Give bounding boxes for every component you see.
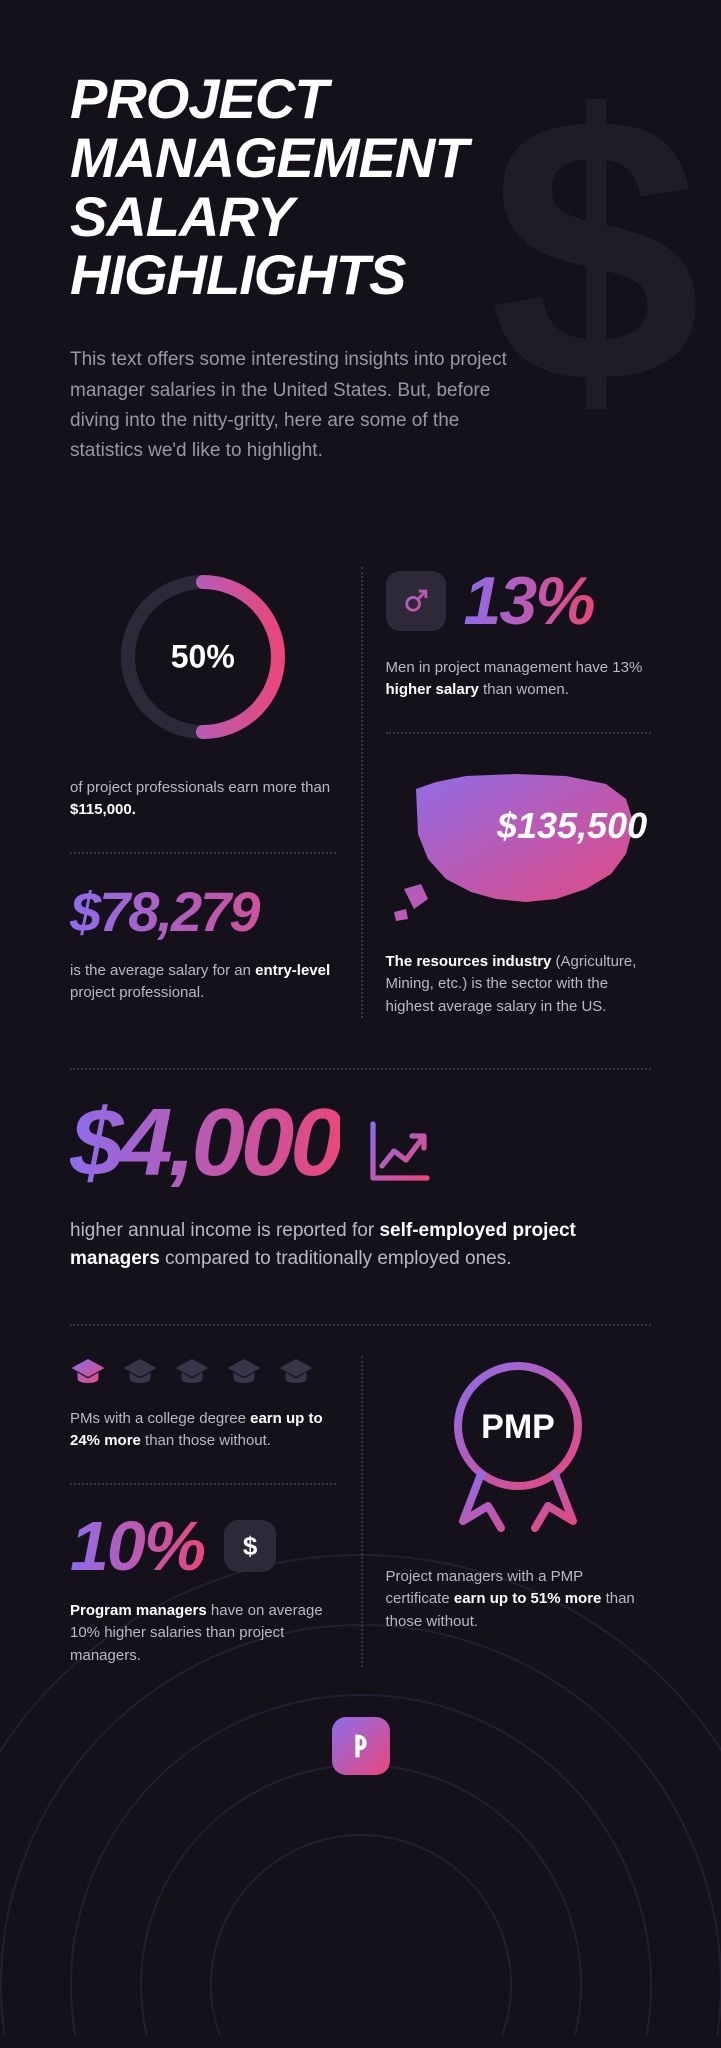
donut-caption: of project professionals earn more than …	[70, 777, 336, 822]
logo-wrap	[70, 1717, 651, 1775]
grad-cap-icon	[226, 1356, 262, 1386]
stats-row-1: 50% of project professionals earn more t…	[70, 567, 651, 1019]
pmp-caption: Project managers with a PMP certificate …	[386, 1566, 652, 1634]
entry-level-caption: is the average salary for an entry-level…	[70, 960, 336, 1005]
col-right: 13% Men in project management have 13% h…	[386, 567, 652, 1019]
donut-chart: 50%	[113, 567, 293, 747]
title-line-2: MANAGEMENT	[70, 126, 468, 189]
trend-up-icon	[364, 1115, 436, 1187]
dollar-badge-icon: $	[224, 1520, 276, 1572]
grad-cap-icon	[70, 1356, 106, 1386]
stats-row-2: PMs with a college degree earn up to 24%…	[70, 1356, 651, 1668]
intro-text: This text offers some interesting insigh…	[70, 345, 530, 467]
program-mgr-row: 10% $	[70, 1515, 336, 1578]
grad-cap-icon	[122, 1356, 158, 1386]
title-line-3: SALARY	[70, 185, 293, 248]
gender-gap-value: 13%	[464, 567, 594, 635]
vertical-divider	[361, 1356, 363, 1668]
male-icon	[386, 571, 446, 631]
program-mgr-caption: Program managers have on average 10% hig…	[70, 1600, 336, 1668]
us-map: $135,500	[386, 764, 652, 929]
grad-cap-row	[70, 1356, 336, 1386]
page-title: PROJECT MANAGEMENT SALARY HIGHLIGHTS	[70, 70, 651, 305]
degree-caption: PMs with a college degree earn up to 24%…	[70, 1408, 336, 1453]
vertical-divider	[361, 567, 363, 1019]
resources-caption: The resources industry (Agriculture, Min…	[386, 951, 652, 1019]
divider	[70, 852, 336, 854]
svg-text:PMP: PMP	[481, 1408, 555, 1446]
brand-logo	[332, 1717, 390, 1775]
self-employed-caption: higher annual income is reported for sel…	[70, 1217, 651, 1274]
resources-value: $135,500	[497, 805, 647, 847]
divider	[70, 1483, 336, 1485]
gender-gap-caption: Men in project management have 13% highe…	[386, 657, 652, 702]
divider	[70, 1324, 651, 1326]
grad-cap-icon	[174, 1356, 210, 1386]
title-line-4: HIGHLIGHTS	[70, 243, 405, 306]
col-left-bottom: PMs with a college degree earn up to 24%…	[70, 1356, 336, 1668]
self-employed-value: $4,000	[70, 1100, 340, 1186]
divider	[386, 732, 652, 734]
donut-value: 50%	[171, 638, 235, 675]
col-left: 50% of project professionals earn more t…	[70, 567, 336, 1019]
program-mgr-value: 10%	[70, 1515, 204, 1578]
title-line-1: PROJECT	[70, 67, 328, 130]
pmp-badge-icon: PMP	[433, 1356, 603, 1546]
grad-cap-icon	[278, 1356, 314, 1386]
col-right-bottom: PMP Project managers with a PMP certific…	[386, 1356, 652, 1668]
self-employed-row: $4,000	[70, 1100, 651, 1186]
gender-stat-row: 13%	[386, 567, 652, 635]
entry-level-value: $78,279	[70, 884, 336, 940]
divider	[70, 1068, 651, 1070]
